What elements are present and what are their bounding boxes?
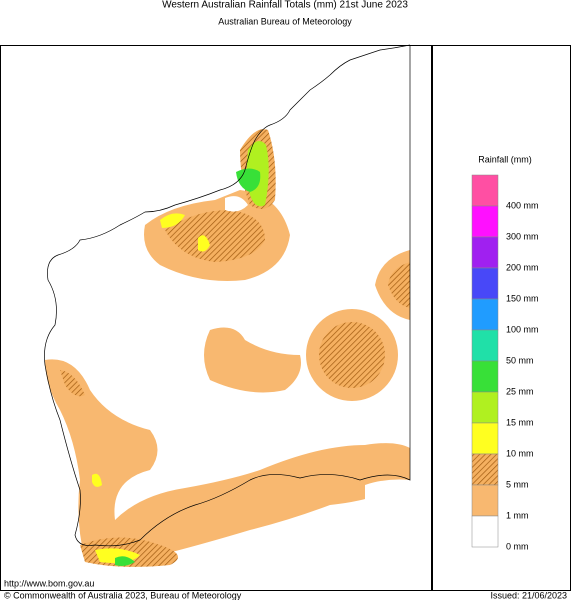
footer-issued: Issued: 21/06/2023 [490,590,567,600]
legend-label: 150 mm [506,293,539,303]
footer-url: http://www.bom.gov.au [4,578,94,588]
legend-frame [432,45,571,591]
legend-label: 25 mm [506,386,534,396]
legend-label: 5 mm [506,479,529,489]
legend-swatch [471,236,499,269]
title: Western Australian Rainfall Totals (mm) … [162,0,408,11]
legend-label: 300 mm [506,231,539,241]
legend-swatch [471,453,499,486]
subtitle: Australian Bureau of Meteorology [218,16,352,26]
legend-swatch [471,484,499,517]
legend-label: 15 mm [506,417,534,427]
legend-label: 10 mm [506,448,534,458]
legend-swatch [471,360,499,393]
legend-title: Rainfall (mm) [478,154,532,164]
legend-label: 1 mm [506,510,529,520]
legend-swatch [471,329,499,362]
legend-swatch [471,298,499,331]
legend: 400 mm 300 mm 200 mm 150 mm 100 mm 50 mm 25 mm… [471,174,539,551]
map-frame [0,45,432,591]
legend-label: 400 mm [506,200,539,210]
legend-swatch [471,422,499,455]
legend-swatch [471,205,499,238]
legend-swatch [471,391,499,424]
footer-copyright: © Commonwealth of Australia 2023, Bureau… [4,590,242,600]
legend-label: 50 mm [506,355,534,365]
legend-label: 0 mm [506,541,529,551]
legend-label: 100 mm [506,324,539,334]
map [44,44,411,567]
legend-swatch [471,174,499,207]
legend-swatch [471,515,499,548]
legend-label: 200 mm [506,262,539,272]
legend-swatch [471,267,499,300]
